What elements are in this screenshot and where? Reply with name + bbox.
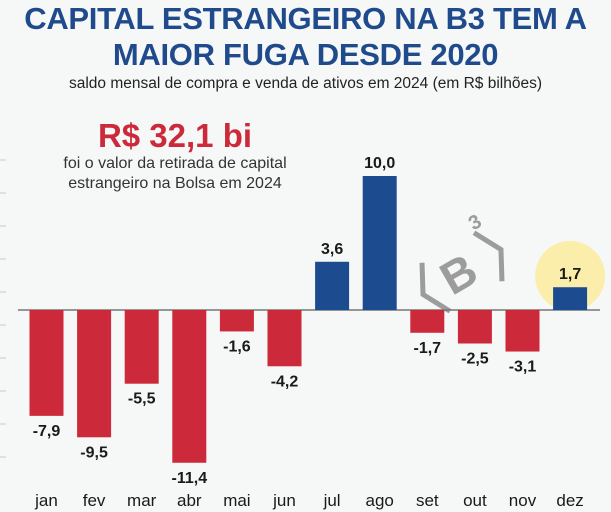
- bar-jun: [267, 310, 302, 367]
- category-label-mai: mai: [223, 491, 250, 510]
- bar-out: [457, 310, 492, 344]
- category-label-jun: jun: [272, 491, 296, 510]
- chart-title-line-2: MAIOR FUGA DESDE 2020: [112, 37, 499, 72]
- value-label-mai: -1,6: [223, 338, 251, 355]
- logo-superscript: 3: [465, 211, 486, 236]
- category-label-set: set: [416, 491, 439, 510]
- value-label-abr: -11,4: [172, 470, 208, 487]
- value-label-set: -1,7: [414, 340, 442, 357]
- category-label-fev: fev: [83, 491, 106, 510]
- logo-bracket-left: [419, 262, 452, 314]
- bar-nov: [505, 310, 540, 352]
- category-label-jan: jan: [34, 491, 58, 510]
- bar-jul: [315, 261, 350, 310]
- chart-subtitle: saldo mensal de compra e venda de ativos…: [68, 75, 542, 92]
- category-label-out: out: [463, 491, 487, 510]
- bar-jan: [29, 310, 64, 416]
- highlight-circle: [535, 241, 606, 311]
- bar-ago: [362, 176, 397, 310]
- category-label-mar: mar: [127, 491, 157, 510]
- bar-set: [410, 310, 445, 333]
- category-label-dez: dez: [556, 491, 583, 510]
- annotation-value: R$ 32,1 bi: [97, 117, 253, 154]
- bar-fev: [77, 310, 112, 438]
- chart-title-line-1: CAPITAL ESTRANGEIRO NA B3 TEM A: [24, 1, 587, 36]
- value-label-nov: -3,1: [509, 359, 537, 376]
- annotation-text: foi o valor da retirada de capital estra…: [30, 154, 320, 194]
- value-label-jun: -4,2: [271, 373, 299, 390]
- category-label-jul: jul: [323, 491, 341, 510]
- logo-letter: B: [431, 243, 486, 305]
- value-label-jan: -7,9: [33, 423, 61, 440]
- value-label-jul: 3,6: [321, 241, 343, 258]
- bar-mar: [124, 310, 159, 384]
- value-label-mar: -5,5: [128, 391, 156, 408]
- bar-abr: [172, 310, 207, 463]
- value-label-ago: 10,0: [364, 155, 395, 172]
- category-label-ago: ago: [366, 491, 394, 510]
- value-label-out: -2,5: [461, 351, 489, 368]
- value-label-fev: -9,5: [80, 444, 108, 461]
- value-label-dez: 1,7: [559, 266, 581, 283]
- bar-dez: [553, 287, 588, 310]
- category-label-abr: abr: [177, 491, 202, 510]
- annotation-line-1: foi o valor da retirada de capital: [63, 155, 287, 172]
- logo-bracket-right: [472, 230, 505, 282]
- category-label-nov: nov: [509, 491, 537, 510]
- annotation-line-2: estrangeiro na Bolsa em 2024: [68, 175, 282, 192]
- b3-logo: B3: [419, 211, 505, 314]
- bar-mai: [219, 310, 254, 332]
